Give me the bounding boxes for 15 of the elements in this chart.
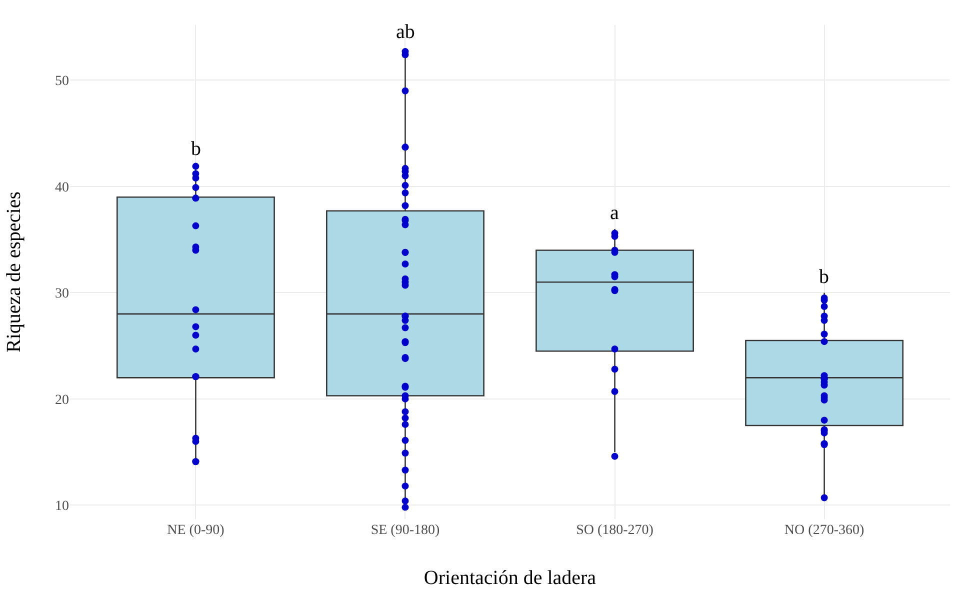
x-tick-label: NE (0-90) bbox=[167, 523, 225, 538]
y-tick-label: 20 bbox=[55, 392, 69, 408]
x-tick-label: NO (270-360) bbox=[784, 523, 864, 538]
x-tick-label: SO (180-270) bbox=[576, 523, 654, 538]
annotation: b bbox=[819, 266, 829, 288]
annotation: b bbox=[191, 138, 201, 160]
y-tick-label: 50 bbox=[55, 74, 69, 90]
y-tick-label: 40 bbox=[55, 180, 69, 196]
y-tick-label: 30 bbox=[55, 286, 69, 302]
x-axis-title: Orientación de ladera bbox=[424, 567, 596, 589]
annotation: ab bbox=[396, 21, 415, 43]
y-tick-label: 10 bbox=[55, 499, 69, 514]
annotation: a bbox=[610, 202, 619, 224]
y-axis-title: Riqueza de especies bbox=[3, 191, 25, 353]
x-tick-label: SE (90-180) bbox=[370, 523, 440, 538]
